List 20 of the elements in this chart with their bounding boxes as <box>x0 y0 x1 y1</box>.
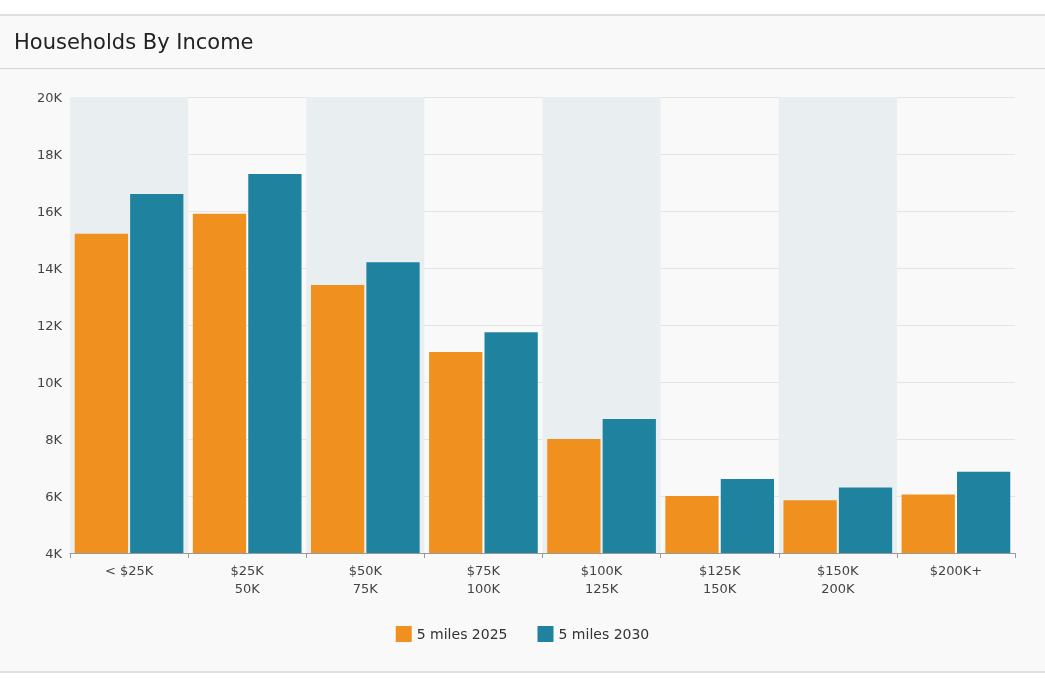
y-tick-label: 14K <box>36 260 63 276</box>
y-tick-label: 4K <box>45 545 63 561</box>
x-tick-label: $100K 125K <box>580 562 623 596</box>
y-tick-label: 12K <box>36 317 63 333</box>
y-tick-label: 10K <box>36 374 63 390</box>
y-tick-label: 8K <box>45 431 63 447</box>
x-tick-label: $75K 100K <box>466 562 501 596</box>
chart-title: Households By Income <box>14 30 254 54</box>
legend-label: 5 miles 2030 <box>558 626 650 642</box>
x-tick-label: $150K 200K <box>817 562 860 596</box>
x-tick-label: $200K+ <box>929 562 983 578</box>
x-tick-label: < $25K <box>104 562 154 578</box>
y-tick-label: 20K <box>36 89 63 105</box>
x-tick-label: $125K 150K <box>698 562 741 596</box>
y-tick-label: 6K <box>45 488 63 504</box>
x-tick-label: $50K 75K <box>348 562 383 596</box>
legend-label: 5 miles 2025 <box>416 626 508 642</box>
x-tick-label: $25K 50K <box>230 562 265 596</box>
y-tick-label: 18K <box>36 146 63 162</box>
y-tick-label: 16K <box>36 203 63 219</box>
